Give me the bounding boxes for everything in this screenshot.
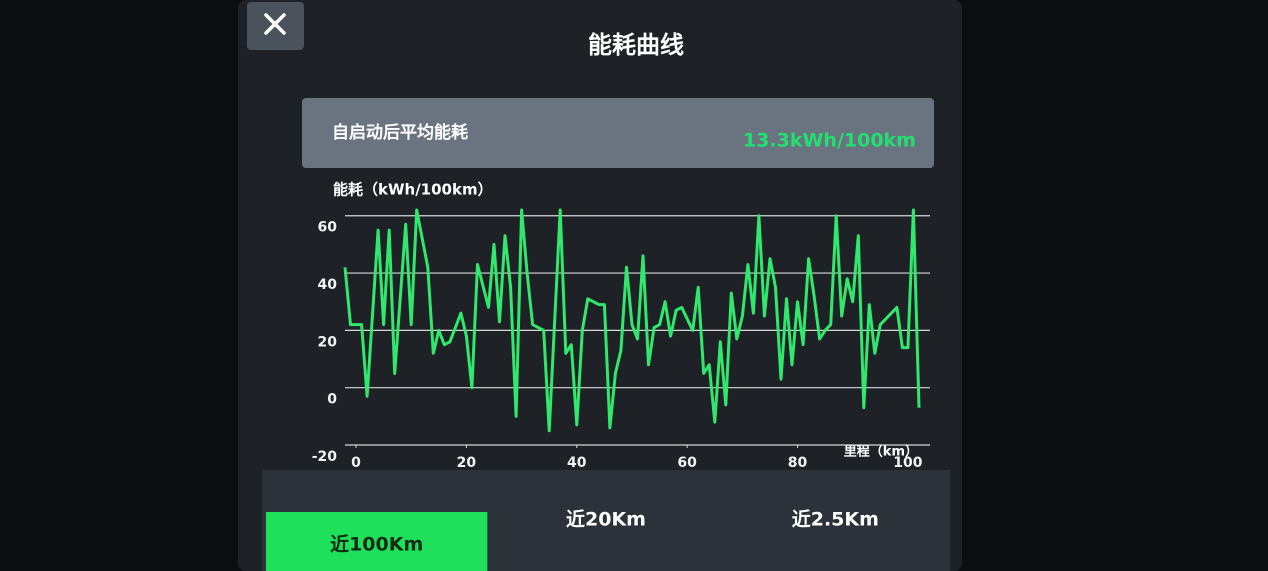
x-tick-label: 0 <box>351 455 361 471</box>
dialog-title: 能耗曲线 <box>588 31 684 59</box>
x-tick-label: 40 <box>567 455 587 471</box>
summary-bar <box>302 98 934 168</box>
x-tick-label: 100 <box>893 455 922 471</box>
tab[interactable]: 近100Km <box>330 534 423 556</box>
energy-line <box>343 208 921 433</box>
x-axis-label: 里程（km） <box>844 444 918 460</box>
plot: -20 0 20 40 60 0 20 40 60 80 100 <box>312 208 930 471</box>
tab[interactable]: 近20Km <box>566 509 646 531</box>
tabs: 近100Km 近20Km 近2.5Km <box>266 509 879 571</box>
summary-value: 13.3kWh/100km <box>743 130 916 152</box>
tab-active-bg <box>266 512 488 571</box>
x-tick-label: 80 <box>788 455 808 471</box>
y-tick-label: -20 <box>312 449 338 465</box>
y-tick-label: 60 <box>318 220 338 236</box>
summary-label: 自启动后平均能耗 <box>332 122 468 143</box>
close-icon <box>264 13 286 35</box>
y-tick-label: 0 <box>327 392 337 408</box>
close-button[interactable] <box>247 2 304 50</box>
y-axis-label: 能耗（kWh/100km） <box>333 181 493 199</box>
y-tick-label: 40 <box>318 277 338 293</box>
tab[interactable]: 近2.5Km <box>792 509 879 531</box>
x-tick-label: 20 <box>457 455 477 471</box>
x-tick-label: 60 <box>677 455 697 471</box>
y-tick-label: 20 <box>318 334 338 350</box>
